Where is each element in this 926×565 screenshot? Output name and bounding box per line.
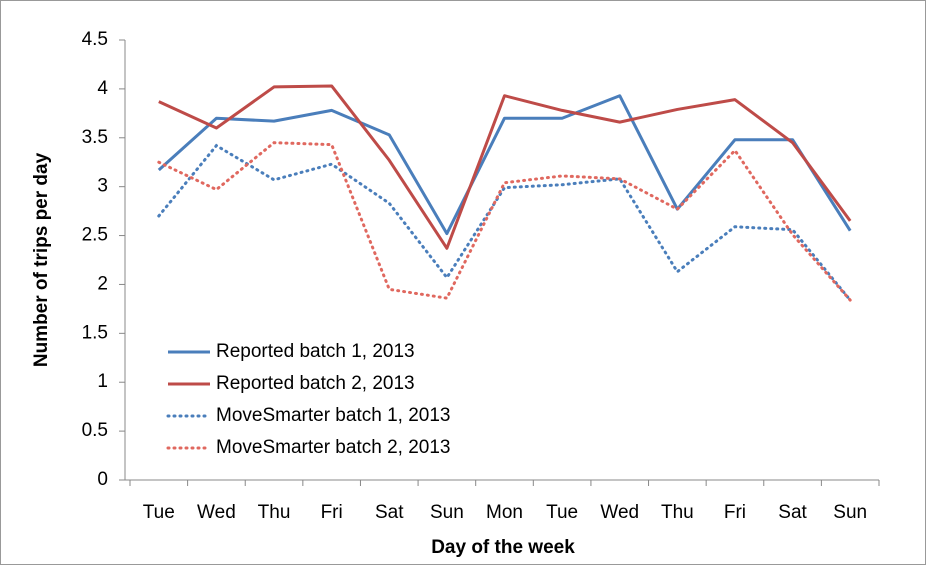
legend-label: Reported batch 2, 2013 <box>216 373 415 394</box>
series-line <box>157 143 852 302</box>
x-tick-label: Fri <box>724 502 746 523</box>
x-tick-label: Sun <box>430 502 464 523</box>
x-tick-label: Mon <box>486 502 523 523</box>
y-tick-label: 1.5 <box>82 322 108 343</box>
x-tick-label: Thu <box>258 502 291 523</box>
y-tick-label: 2 <box>97 273 108 294</box>
x-tick-label: Tue <box>143 502 175 523</box>
y-tick-label: 3 <box>97 176 108 197</box>
x-tick-label: Thu <box>661 502 694 523</box>
y-tick-label: 0 <box>97 469 108 490</box>
y-tick-label: 3.5 <box>82 127 108 148</box>
y-tick-label: 4.5 <box>82 29 108 50</box>
x-axis-title: Day of the week <box>431 537 575 558</box>
legend-label: Reported batch 1, 2013 <box>216 341 415 362</box>
x-tick-label: Wed <box>600 502 639 523</box>
x-tick-label: Sun <box>833 502 867 523</box>
y-tick-label: 4 <box>97 78 108 99</box>
x-tick-label: Wed <box>197 502 236 523</box>
legend-label: MoveSmarter batch 2, 2013 <box>216 437 450 458</box>
series-line <box>158 84 852 250</box>
y-axis-title: Number of trips per day <box>31 152 52 367</box>
y-tick-label: 0.5 <box>82 420 108 441</box>
x-tick-label: Tue <box>546 502 578 523</box>
x-tick-label: Fri <box>321 502 343 523</box>
y-tick-label: 2.5 <box>82 225 108 246</box>
y-tick-label: 1 <box>97 371 108 392</box>
legend-label: MoveSmarter batch 1, 2013 <box>216 405 450 426</box>
series-line <box>157 94 852 236</box>
x-tick-label: Sat <box>778 502 807 523</box>
x-tick-label: Sat <box>375 502 404 523</box>
series-line <box>157 141 852 302</box>
